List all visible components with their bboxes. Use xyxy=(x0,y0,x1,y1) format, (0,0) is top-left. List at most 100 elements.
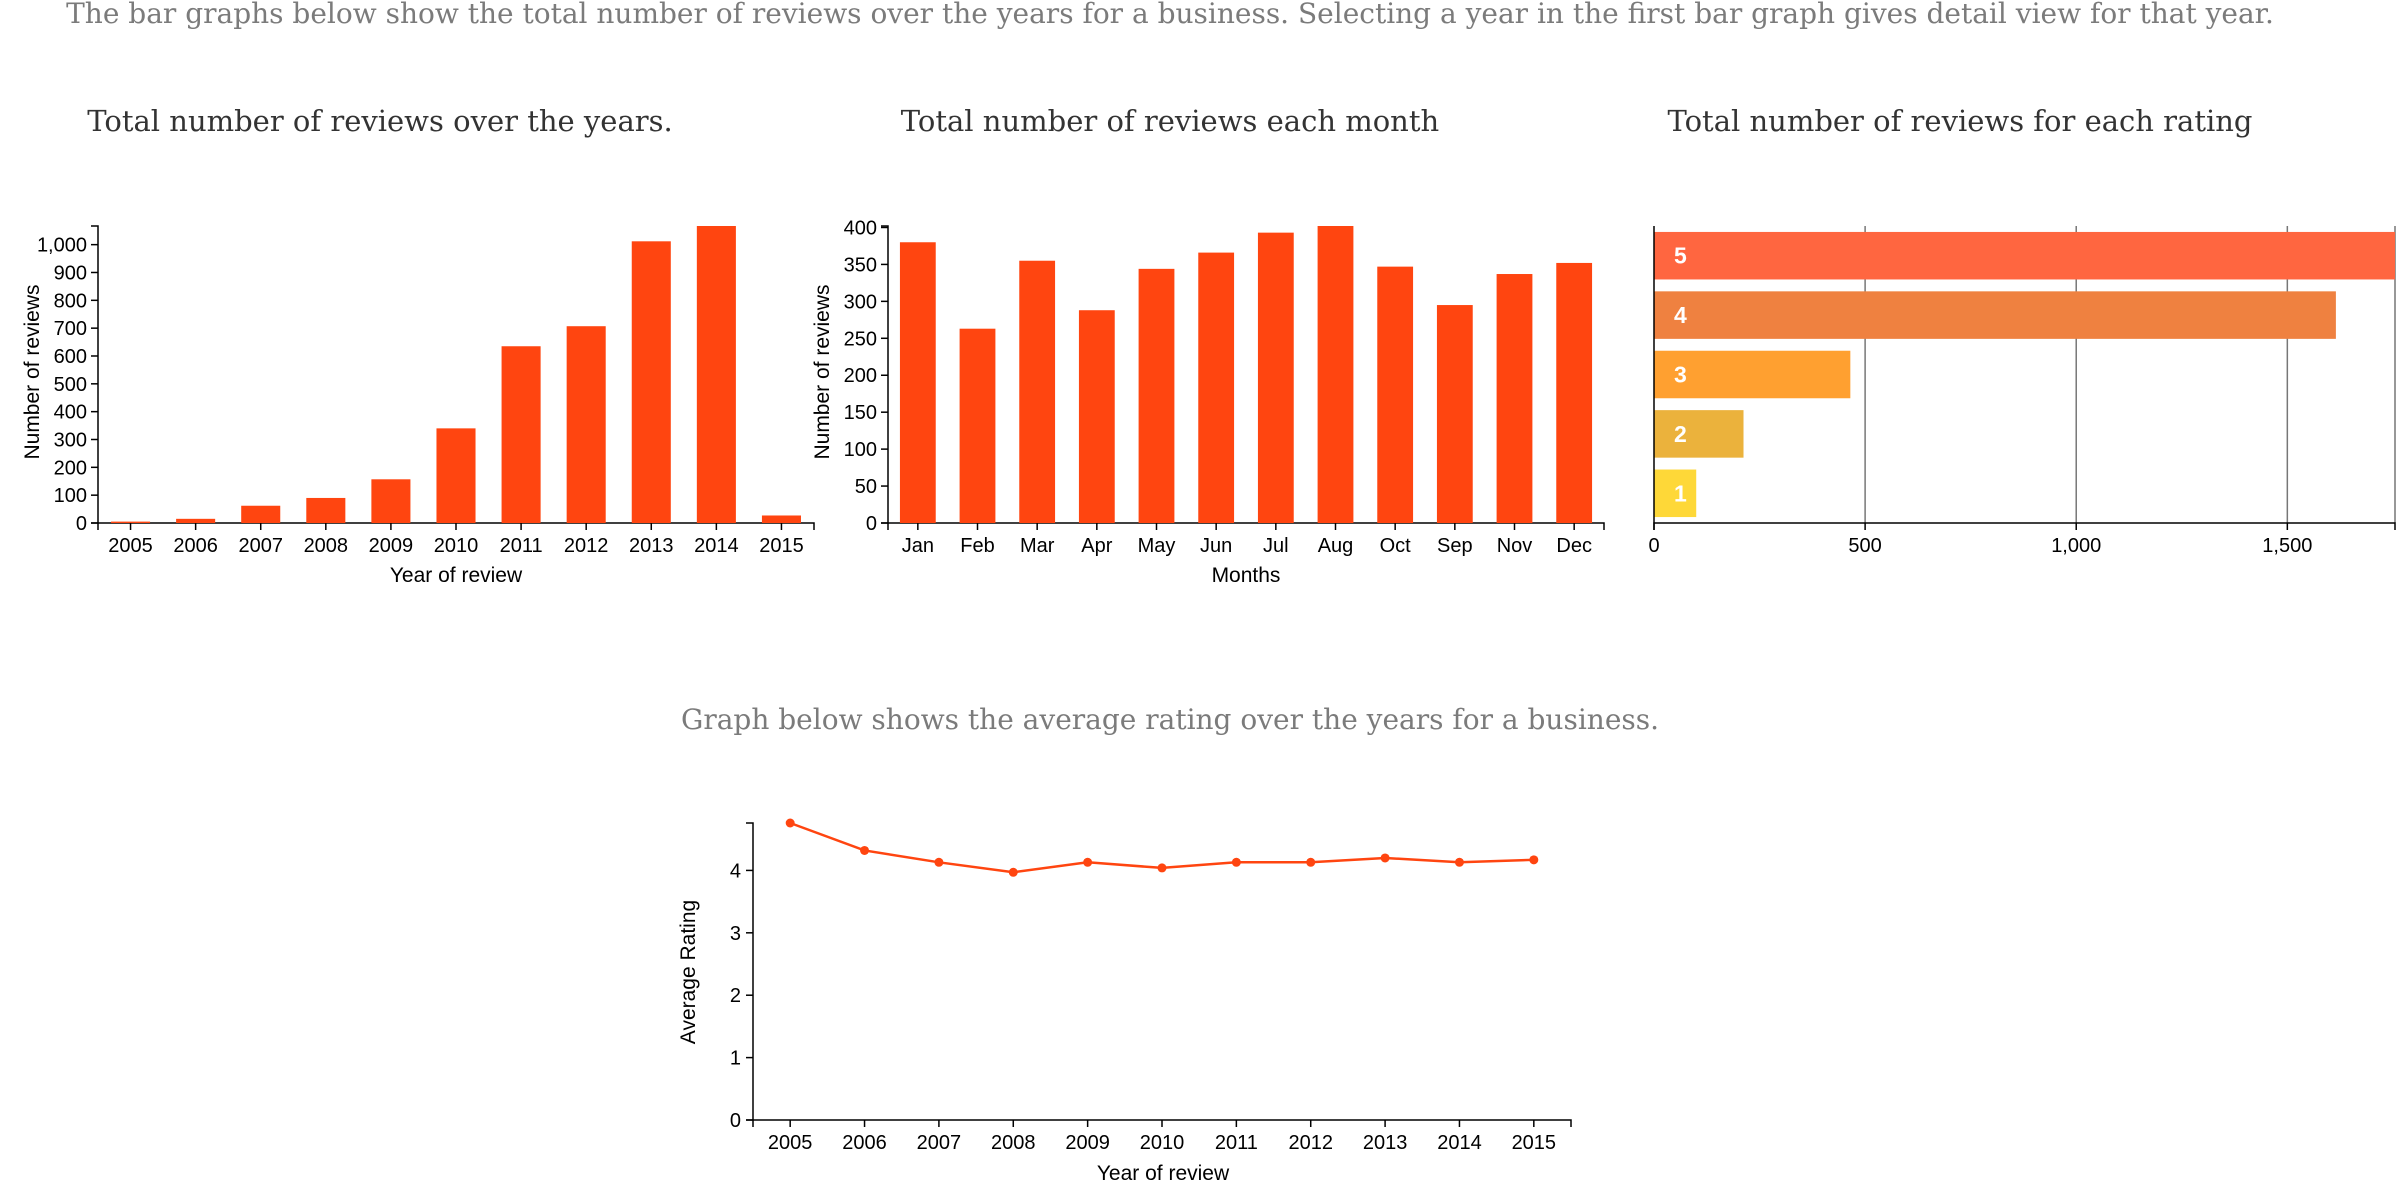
bar-2008[interactable] xyxy=(306,497,346,523)
bar-Mar xyxy=(1019,260,1056,523)
x-tick-label: Jan xyxy=(902,535,934,557)
bar-rating-2 xyxy=(1654,410,1744,458)
y-tick-label: 1,000 xyxy=(37,235,87,257)
y-axis-label: Number of reviews xyxy=(811,284,834,459)
x-tick-label: 500 xyxy=(1848,535,1881,557)
bar-Dec xyxy=(1556,262,1593,523)
y-tick-label: 700 xyxy=(54,318,87,340)
x-tick-label: Oct xyxy=(1380,535,1412,557)
point-2010 xyxy=(1157,863,1167,873)
x-axis-line xyxy=(887,522,1605,530)
x-axis-label: Year of review xyxy=(1097,1162,1230,1185)
x-axis-label: Year of review xyxy=(390,564,523,587)
x-tick-label: Feb xyxy=(960,535,994,557)
point-2005 xyxy=(785,818,795,828)
y-tick-label: 0 xyxy=(730,1110,741,1132)
y-tick-label: 2 xyxy=(730,985,741,1007)
bar-Apr xyxy=(1078,310,1115,523)
bar-May xyxy=(1138,268,1175,523)
bar-series[interactable] xyxy=(111,226,801,524)
bar-Jan xyxy=(899,242,936,524)
point-2014 xyxy=(1454,857,1464,867)
bar-2009[interactable] xyxy=(371,479,411,523)
y-tick-label: 800 xyxy=(54,290,87,312)
x-tick-label: 2011 xyxy=(1215,1132,1258,1154)
bar-2010[interactable] xyxy=(436,428,476,523)
x-axis: 0 500 1,000 1,500 xyxy=(1648,522,2396,557)
x-tick-label: Nov xyxy=(1497,535,1533,557)
y-tick-label: 900 xyxy=(54,262,87,284)
bar-2005[interactable] xyxy=(111,521,151,523)
bar-Aug xyxy=(1317,226,1354,523)
bar-Nov xyxy=(1496,274,1533,523)
chart-title-reviews-by-month: Total number of reviews each month xyxy=(901,104,1439,138)
y-tick-label: 300 xyxy=(54,429,87,451)
y-tick-label: 500 xyxy=(54,374,87,396)
y-tick-label: 3 xyxy=(730,923,741,945)
bar-2015[interactable] xyxy=(761,515,801,523)
x-tick-label: 2015 xyxy=(759,535,804,557)
bar-Jun xyxy=(1198,252,1235,523)
intro-text: The bar graphs below show the total numb… xyxy=(66,0,2274,30)
bar-2007[interactable] xyxy=(241,505,281,523)
point-2006 xyxy=(860,845,870,855)
bar-series: 5 4 3 2 1 xyxy=(1654,231,2395,518)
bar-label-rating-4: 4 xyxy=(1674,302,1687,328)
x-tick-label: 1,500 xyxy=(2262,535,2312,557)
bar-series xyxy=(899,226,1593,524)
x-axis: 2005 2006 2007 2008 2009 2010 2011 2012 2013 2014… xyxy=(752,1119,1572,1154)
y-tick-label: 0 xyxy=(866,513,877,535)
x-tick-label: Mar xyxy=(1020,535,1055,557)
x-tick-label: Jun xyxy=(1200,535,1232,557)
x-tick-label: Sep xyxy=(1437,535,1473,557)
y-tick-label: 350 xyxy=(844,254,877,276)
bar-label-rating-3: 3 xyxy=(1674,362,1687,388)
x-tick-label: 2006 xyxy=(173,535,218,557)
bar-2012[interactable] xyxy=(566,326,606,523)
bar-2013[interactable] xyxy=(631,241,671,524)
bar-2006[interactable] xyxy=(176,518,216,523)
bar-rating-3 xyxy=(1654,350,1851,399)
x-tick-label: 2013 xyxy=(629,535,674,557)
x-tick-label: 2005 xyxy=(768,1132,813,1154)
point-2013 xyxy=(1380,853,1390,863)
bar-2011[interactable] xyxy=(501,346,541,523)
y-tick-label: 150 xyxy=(844,402,877,424)
x-tick-label: Jul xyxy=(1263,535,1289,557)
y-tick-label: 1 xyxy=(730,1048,741,1070)
point-2008 xyxy=(1008,867,1018,877)
chart-reviews-by-year[interactable]: Total number of reviews over the years. … xyxy=(21,104,815,587)
y-axis-line xyxy=(91,225,99,524)
y-tick-label: 600 xyxy=(54,346,87,368)
y-axis-line xyxy=(746,822,754,1121)
x-axis: 2005 2006 2007 2008 2009 2010 2011 2012 2013 2014… xyxy=(97,522,815,557)
y-tick-label: 400 xyxy=(54,402,87,424)
x-tick-label: 2013 xyxy=(1363,1132,1408,1154)
x-axis-line xyxy=(1653,522,2396,530)
point-2015 xyxy=(1529,855,1539,865)
chart-title-reviews-by-rating: Total number of reviews for each rating xyxy=(1667,104,2252,138)
point-2009 xyxy=(1083,857,1093,867)
bar-2014[interactable] xyxy=(696,226,736,523)
x-tick-label: 2010 xyxy=(434,535,479,557)
point-2011 xyxy=(1231,857,1241,867)
x-tick-label: 2008 xyxy=(991,1132,1036,1154)
bar-label-rating-2: 2 xyxy=(1674,421,1687,447)
x-tick-label: Apr xyxy=(1081,535,1112,557)
x-tick-label: 2014 xyxy=(694,535,739,557)
bar-Oct xyxy=(1377,266,1414,523)
y-tick-label: 250 xyxy=(844,328,877,350)
x-tick-label: 2010 xyxy=(1140,1132,1185,1154)
y-axis: 0 100 200 300 400 500 600 700 800 900 1,000 xyxy=(37,225,99,535)
x-tick-label: 2009 xyxy=(369,535,414,557)
bar-Sep xyxy=(1436,305,1473,523)
y-tick-label: 200 xyxy=(54,457,87,479)
bar-Jul xyxy=(1257,232,1294,524)
bar-rating-4 xyxy=(1654,291,2336,339)
y-axis-label: Number of reviews xyxy=(21,284,44,459)
bar-rating-1 xyxy=(1654,469,1697,518)
chart-reviews-by-month: Total number of reviews each month 0 50 10… xyxy=(811,104,1605,587)
y-axis-label: Average Rating xyxy=(677,900,700,1044)
x-tick-label: 2005 xyxy=(108,535,153,557)
x-tick-label: 2012 xyxy=(564,535,609,557)
